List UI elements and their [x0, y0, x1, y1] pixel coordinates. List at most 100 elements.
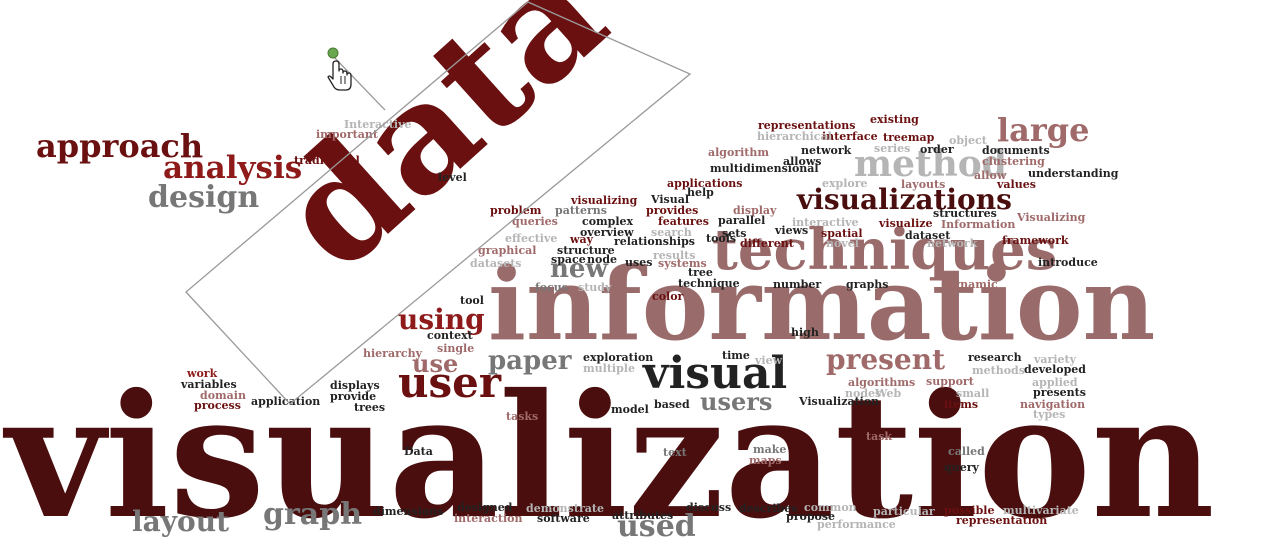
word-performance: performance: [817, 518, 896, 531]
word-help: help: [687, 186, 714, 199]
word-spatial: spatial: [821, 227, 863, 240]
word-information: Information: [941, 218, 1016, 231]
word-application: application: [251, 395, 321, 408]
word-dataset: dataset: [905, 229, 951, 242]
word-design: design: [148, 180, 260, 215]
word-values: values: [997, 178, 1036, 191]
word-applications: applications: [667, 177, 743, 190]
word-hierarchical: hierarchical: [757, 130, 832, 143]
word-attributes: attributes: [612, 509, 674, 522]
word-interactive: interactive: [792, 216, 859, 229]
word-network: network: [927, 237, 978, 250]
word-visualizing: Visualizing: [1017, 211, 1086, 224]
word-model: model: [611, 403, 649, 416]
word-method: method: [854, 143, 1007, 185]
word-make: make: [753, 443, 787, 456]
word-software: software: [537, 512, 590, 525]
word-study: study: [578, 281, 612, 294]
word-technique: technique: [678, 277, 740, 290]
word-demonstrate: demonstrate: [526, 502, 604, 515]
word-traditional: traditional: [294, 154, 360, 167]
word-display: display: [733, 204, 777, 217]
word-representation: representation: [956, 514, 1048, 527]
word-methods: methods: [972, 364, 1025, 377]
word-visualizations: visualizations: [797, 183, 1012, 216]
word-order: order: [920, 143, 954, 156]
word-propose: propose: [786, 510, 836, 523]
word-query: query: [944, 461, 979, 474]
word-large: large: [997, 111, 1090, 149]
word-visualize: visualize: [879, 217, 933, 230]
word-task: task: [866, 430, 893, 443]
word-structures: structures: [933, 207, 997, 220]
word-multivariate: multivariate: [1003, 504, 1079, 517]
word-space: space: [551, 253, 586, 266]
word-queries: queries: [512, 215, 558, 228]
word-allows: allows: [783, 155, 822, 168]
word-algorithm: algorithm: [708, 146, 770, 159]
word-maps: maps: [749, 454, 782, 467]
word-node: node: [587, 253, 618, 266]
word-multiple: multiple: [583, 362, 635, 375]
word-visualization: Visualization: [799, 395, 880, 408]
word-used: used: [617, 509, 696, 544]
word-documents: documents: [982, 144, 1050, 157]
word-graphical: graphical: [478, 244, 537, 257]
word-describes: describes: [739, 502, 798, 515]
word-based: based: [654, 398, 690, 411]
word-interaction: interaction: [454, 512, 523, 525]
word-tools: tools: [706, 232, 737, 245]
word-dimensions: dimensions: [373, 505, 444, 518]
word-presents: presents: [1033, 386, 1086, 399]
word-graph: graph: [263, 497, 363, 532]
word-tree: tree: [688, 266, 713, 279]
word-approach: approach: [36, 127, 204, 165]
word-algorithms: algorithms: [848, 376, 916, 389]
word-possible: possible: [944, 504, 995, 517]
word-process: process: [194, 399, 241, 412]
word-present: present: [826, 343, 946, 376]
word-layouts: layouts: [901, 178, 946, 191]
word-small: small: [956, 387, 990, 400]
word-treemap: treemap: [883, 131, 935, 144]
word-novel: novel: [826, 237, 859, 250]
word-particular: particular: [873, 505, 935, 518]
word-high: high: [791, 326, 819, 339]
word-layout: layout: [132, 505, 230, 538]
word-hierarchy: hierarchy: [363, 347, 422, 360]
word-allow: allow: [974, 169, 1007, 182]
word-data: Data: [404, 445, 433, 458]
word-sets: sets: [722, 227, 747, 240]
word-different: different: [740, 237, 794, 250]
word-view: view: [755, 354, 783, 367]
word-series: series: [874, 142, 911, 155]
word-color: color: [652, 290, 684, 303]
word-relationships: relationships: [614, 235, 695, 248]
word-users: users: [700, 387, 773, 416]
word-dynamic: dynamic: [946, 278, 998, 291]
word-level: level: [438, 171, 467, 184]
word-understanding: understanding: [1028, 167, 1119, 180]
word-single: single: [437, 342, 475, 355]
word-explore: explore: [822, 177, 868, 190]
word-web: Web: [875, 387, 902, 400]
word-trees: trees: [354, 401, 386, 414]
word-time: time: [722, 349, 750, 362]
word-clustering: clustering: [982, 155, 1045, 168]
word-introduce: introduce: [1038, 256, 1098, 269]
word-effective: effective: [505, 232, 558, 245]
word-uses: uses: [625, 256, 653, 269]
word-representations: representations: [758, 119, 856, 132]
word-designed: designed: [457, 501, 513, 514]
word-research: research: [968, 351, 1022, 364]
word-tasks: tasks: [506, 410, 539, 423]
word-applied: applied: [1032, 376, 1078, 389]
word-focus: focus: [535, 281, 568, 294]
word-developed: developed: [1024, 363, 1086, 376]
word-interface: interface: [822, 130, 878, 143]
word-tool: tool: [460, 294, 484, 307]
word-nodes: nodes: [845, 387, 882, 400]
word-framework: framework: [1002, 234, 1069, 247]
word-paper: paper: [488, 346, 572, 376]
